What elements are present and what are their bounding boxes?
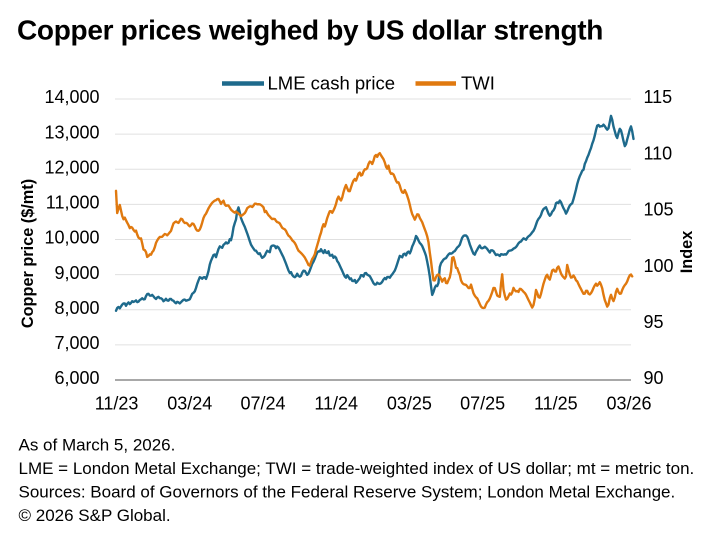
svg-text:90: 90 [644,368,664,388]
svg-text:03/25: 03/25 [387,393,432,413]
svg-text:11/25: 11/25 [534,393,578,413]
svg-text:Copper price ($/mt): Copper price ($/mt) [19,179,37,328]
svg-text:7,000: 7,000 [54,333,99,353]
svg-text:11/23: 11/23 [95,393,139,413]
svg-text:07/25: 07/25 [460,393,505,413]
svg-text:6,000: 6,000 [54,368,99,388]
svg-text:LME cash price: LME cash price [268,72,396,93]
svg-text:LME = London Metal Exchange; T: LME = London Metal Exchange; TWI = trade… [19,459,695,478]
svg-text:12,000: 12,000 [44,157,99,177]
svg-text:Index: Index [678,231,696,274]
svg-text:13,000: 13,000 [44,122,99,142]
svg-text:Sources: Board of Governors of: Sources: Board of Governors of the Feder… [19,483,676,502]
svg-text:As of March 5, 2026.: As of March 5, 2026. [19,436,176,455]
svg-text:© 2026 S&P Global.: © 2026 S&P Global. [19,506,171,525]
svg-text:8,000: 8,000 [54,298,99,318]
svg-text:10,000: 10,000 [44,228,99,248]
svg-text:03/24: 03/24 [167,393,212,413]
svg-text:TWI: TWI [461,72,495,93]
svg-text:07/24: 07/24 [240,393,285,413]
svg-text:9,000: 9,000 [54,263,99,283]
svg-text:Copper prices weighed by US do: Copper prices weighed by US dollar stren… [17,15,603,46]
svg-text:14,000: 14,000 [44,87,99,107]
svg-text:11/24: 11/24 [314,393,358,413]
svg-text:95: 95 [644,312,664,332]
svg-text:100: 100 [644,256,674,276]
svg-text:110: 110 [644,143,673,163]
svg-text:105: 105 [644,200,674,220]
svg-text:11,000: 11,000 [46,193,100,213]
svg-text:115: 115 [644,87,673,107]
svg-text:03/26: 03/26 [606,393,651,413]
